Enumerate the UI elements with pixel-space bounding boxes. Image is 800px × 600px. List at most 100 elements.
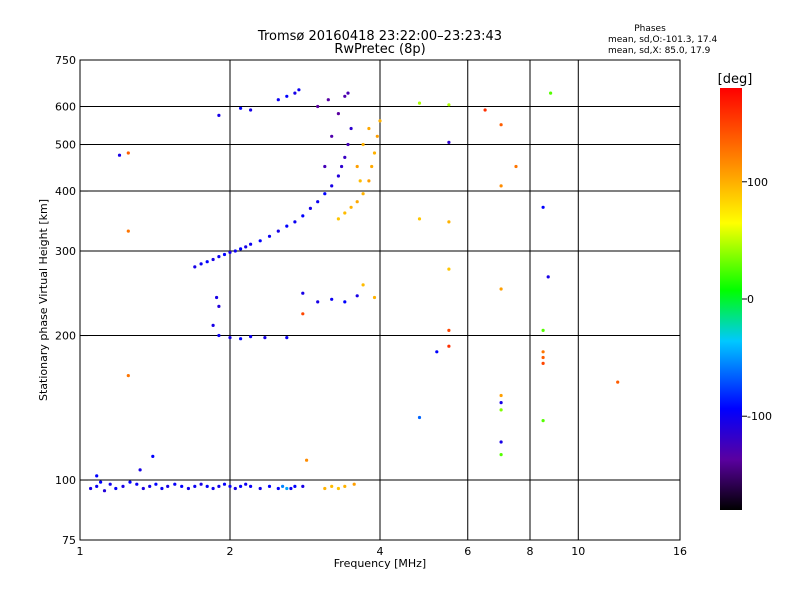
echo-point xyxy=(281,484,285,488)
echo-point xyxy=(285,486,289,491)
echo-point xyxy=(323,192,327,196)
echo-point xyxy=(217,255,221,259)
echo-point xyxy=(330,134,334,138)
echo-point xyxy=(499,287,503,291)
echo-point xyxy=(258,486,262,491)
echo-point xyxy=(117,153,122,157)
echo-point xyxy=(308,206,312,210)
echo-point xyxy=(121,484,125,488)
echo-point xyxy=(447,220,451,224)
echo-point xyxy=(361,192,365,196)
colorbar-ticks: 100 0 -100 xyxy=(742,176,772,423)
echo-point xyxy=(349,205,353,209)
echo-point xyxy=(126,229,130,233)
echo-point xyxy=(249,242,253,246)
echo-point xyxy=(343,300,347,304)
y-axis-ticks: 75 100 200 300 400 500 600 750 xyxy=(55,54,88,547)
echo-point xyxy=(361,283,365,287)
echo-point xyxy=(126,151,130,155)
echo-point xyxy=(343,484,347,488)
y-tick-label: 500 xyxy=(55,139,76,152)
echo-point xyxy=(289,486,293,491)
echo-point xyxy=(375,134,379,138)
y-tick-label: 300 xyxy=(55,245,76,258)
y-tick-label: 100 xyxy=(55,474,76,487)
echo-point xyxy=(435,350,439,354)
echo-point xyxy=(326,98,330,102)
echo-point xyxy=(616,380,620,384)
echo-point xyxy=(228,484,232,488)
echo-point xyxy=(336,174,340,178)
echo-point xyxy=(180,484,184,488)
echo-point xyxy=(215,295,219,300)
echo-point xyxy=(316,300,320,304)
x-tick-label: 1 xyxy=(77,545,84,558)
echo-point xyxy=(499,440,503,444)
y-axis-label: Stationary phase Virtual Height [km] xyxy=(37,199,50,401)
echo-point xyxy=(343,211,347,215)
echo-point xyxy=(499,453,503,457)
echo-point xyxy=(316,104,320,109)
echo-point xyxy=(166,484,170,488)
x-tick-label: 4 xyxy=(377,545,384,558)
echo-point xyxy=(244,482,248,486)
echo-point xyxy=(483,108,487,112)
echo-point xyxy=(293,484,297,488)
x-tick-label: 16 xyxy=(673,545,687,558)
echo-point xyxy=(205,260,209,264)
echo-point xyxy=(447,267,451,271)
echo-point xyxy=(217,113,221,117)
echo-point xyxy=(276,486,280,491)
echo-point xyxy=(372,151,377,155)
echo-point xyxy=(160,486,164,491)
echo-point xyxy=(95,484,99,488)
echo-point xyxy=(316,200,320,204)
echo-point xyxy=(249,484,253,488)
echo-point xyxy=(323,486,327,491)
echo-point xyxy=(217,304,221,308)
echo-point xyxy=(447,328,451,332)
echo-point xyxy=(249,335,253,339)
echo-point xyxy=(249,108,253,112)
colorbar-label: [deg] xyxy=(718,72,753,87)
echo-point xyxy=(514,164,518,169)
echo-point xyxy=(193,265,197,269)
echo-point xyxy=(499,393,503,398)
echo-point xyxy=(148,484,152,488)
echo-point xyxy=(114,486,118,491)
echo-point xyxy=(340,164,344,169)
echo-point xyxy=(102,489,107,493)
echo-point xyxy=(499,408,503,412)
echo-point xyxy=(89,486,93,491)
echo-point xyxy=(417,217,422,221)
echo-point xyxy=(301,214,305,218)
echo-point xyxy=(173,482,177,486)
echo-point xyxy=(355,294,359,298)
echo-point xyxy=(336,486,340,491)
echo-point xyxy=(228,336,232,340)
echo-point xyxy=(211,486,215,491)
echo-point xyxy=(346,91,350,95)
echo-point xyxy=(301,291,305,295)
echo-point xyxy=(305,458,309,462)
echo-point xyxy=(447,140,451,144)
echo-point xyxy=(330,297,334,301)
echo-point xyxy=(222,252,227,257)
echo-point xyxy=(193,484,197,488)
echo-point xyxy=(549,91,553,95)
y-tick-label: 200 xyxy=(55,330,76,343)
data-points xyxy=(89,88,620,493)
plot-frame xyxy=(79,59,681,541)
echo-point xyxy=(126,374,130,378)
echo-point xyxy=(370,164,374,169)
echo-point xyxy=(99,480,103,484)
echo-point xyxy=(343,155,347,159)
echo-point xyxy=(499,184,503,188)
x-tick-label: 10 xyxy=(571,545,585,558)
grid-lines xyxy=(80,60,680,540)
echo-point xyxy=(233,249,237,253)
echo-point xyxy=(355,200,359,204)
y-tick-label: 75 xyxy=(62,534,76,547)
echo-point xyxy=(447,344,451,348)
y-tick-label: 600 xyxy=(55,101,76,114)
